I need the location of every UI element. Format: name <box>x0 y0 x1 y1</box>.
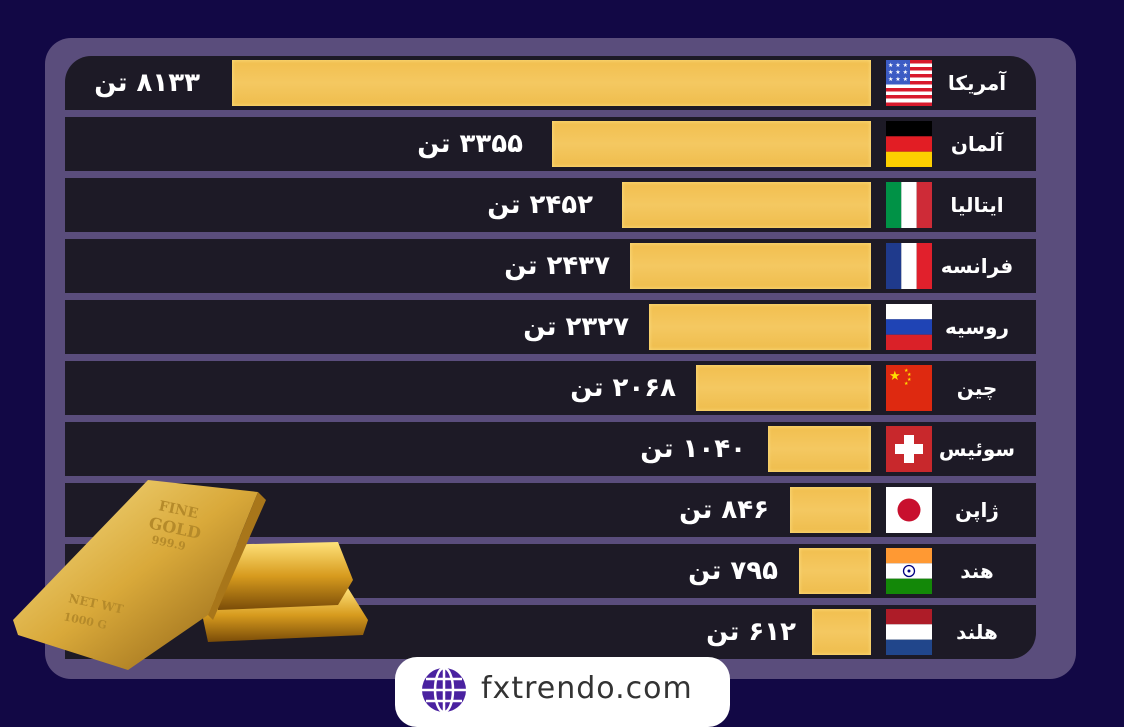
japan-flag-icon <box>886 487 932 533</box>
usa-flag-icon: ★ ★ ★ ★ ★ ★ ★ ★ ★ <box>886 60 932 106</box>
chart-row: ۲۰۶۸ تن ★ ★ ★ ★ ★ چین <box>65 361 1036 415</box>
chart-row: ۱۰۴۰ تن سوئیس <box>65 422 1036 476</box>
china-flag-icon: ★ ★ ★ ★ ★ <box>886 365 932 411</box>
bar <box>696 365 871 411</box>
russia-flag-icon <box>886 304 932 350</box>
country-name: ایتالیا <box>950 193 1004 217</box>
country-name: روسیه <box>945 315 1009 339</box>
brand-badge[interactable]: fxtrendo.com <box>395 657 730 727</box>
country-name: هند <box>960 559 994 583</box>
svg-text:★ ★ ★: ★ ★ ★ <box>888 62 908 69</box>
value-label: ۸۱۳۳ تن <box>94 68 200 98</box>
country-name: چین <box>956 376 998 400</box>
switzerland-flag-icon <box>886 426 932 472</box>
gold-bars-image: FINE GOLD 999.9 NET WT 1000 G <box>8 470 378 670</box>
svg-text:★: ★ <box>907 377 912 383</box>
bar <box>630 243 871 289</box>
france-flag-icon <box>886 243 932 289</box>
value-label: ۱۰۴۰ تن <box>640 434 746 464</box>
bar <box>232 60 871 106</box>
country-name: هلند <box>956 620 998 644</box>
italy-flag-icon <box>886 182 932 228</box>
chart-panel: ۸۱۳۳ تن ★ ★ ★ ★ ★ ★ ★ ★ ★ آمریکا ۳۳۵۵ تن آ… <box>45 38 1076 679</box>
country-name: فرانسه <box>940 254 1014 278</box>
chart-row: ۸۱۳۳ تن ★ ★ ★ ★ ★ ★ ★ ★ ★ آمریکا <box>65 56 1036 110</box>
bar <box>768 426 871 472</box>
value-label: ۸۴۶ تن <box>679 495 769 525</box>
country-name: ژاپن <box>955 498 999 522</box>
site-url[interactable]: fxtrendo.com <box>481 671 693 706</box>
bar <box>622 182 871 228</box>
svg-text:★: ★ <box>904 368 909 374</box>
svg-text:★: ★ <box>889 369 901 384</box>
chart-row: ۶۱۲ تن هلند <box>65 605 1036 659</box>
value-label: ۲۴۳۷ تن <box>504 251 610 281</box>
country-name: آلمان <box>950 132 1004 156</box>
india-flag-icon <box>886 548 932 594</box>
value-label: ۲۴۵۲ تن <box>487 190 593 220</box>
country-name: سوئیس <box>938 437 1016 461</box>
value-label: ۲۰۶۸ تن <box>570 373 676 403</box>
bar <box>799 548 871 594</box>
svg-text:★ ★ ★: ★ ★ ★ <box>888 69 908 76</box>
bar <box>790 487 871 533</box>
netherlands-flag-icon <box>886 609 932 655</box>
chart-row: ۲۳۲۷ تن روسیه <box>65 300 1036 354</box>
value-label: ۳۳۵۵ تن <box>417 129 523 159</box>
bar <box>649 304 871 350</box>
svg-text:★: ★ <box>907 372 912 378</box>
chart-row: ۲۴۳۷ تن فرانسه <box>65 239 1036 293</box>
value-label: ۷۹۵ تن <box>688 556 778 586</box>
bar <box>812 609 871 655</box>
chart-row: ۲۴۵۲ تن ایتالیا <box>65 178 1036 232</box>
germany-flag-icon <box>886 121 932 167</box>
bar <box>552 121 871 167</box>
chart-row: ۳۳۵۵ تن آلمان <box>65 117 1036 171</box>
value-label: ۲۳۲۷ تن <box>523 312 629 342</box>
country-name: آمریکا <box>947 71 1007 95</box>
globe-icon <box>421 666 467 714</box>
value-label: ۶۱۲ تن <box>706 617 796 647</box>
svg-text:★ ★ ★: ★ ★ ★ <box>888 76 908 83</box>
svg-text:★: ★ <box>904 381 909 387</box>
